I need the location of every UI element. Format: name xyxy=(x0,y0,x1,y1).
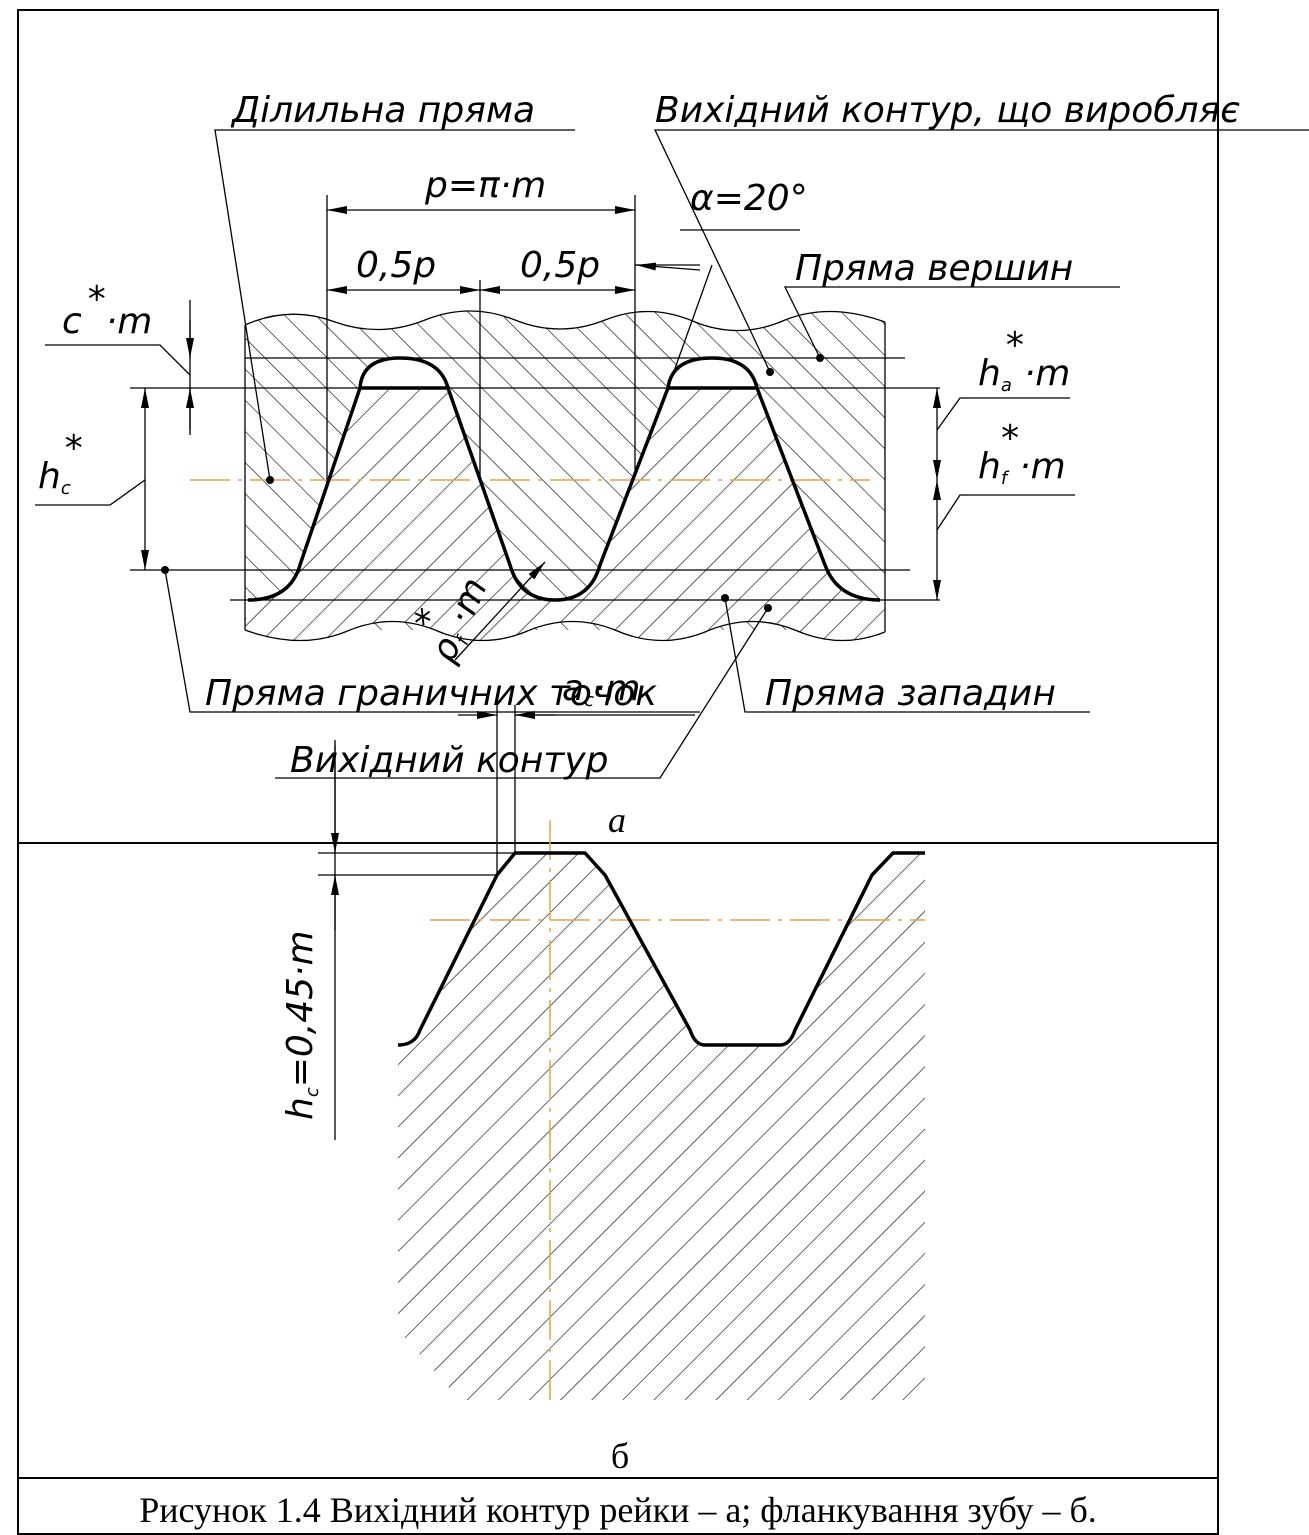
label: ha*·m xyxy=(978,325,1070,396)
label: Ділильна пряма xyxy=(230,90,535,131)
label: hc=0,45·m xyxy=(280,930,323,1120)
label: Пряма граничних точок xyxy=(205,673,657,714)
frame xyxy=(17,9,1219,1535)
hatch-teeth-lines xyxy=(245,388,885,641)
label: p=π·m xyxy=(424,165,546,206)
profile xyxy=(397,851,925,1047)
label: c*·m xyxy=(62,279,152,342)
panel-label: б xyxy=(611,1436,629,1476)
dimensions xyxy=(141,206,941,661)
label: 0,5p xyxy=(356,245,436,286)
label: α=20° xyxy=(690,178,808,219)
caption: Рисунок 1.4 Вихідний контур рейки – а; ф… xyxy=(139,1490,1097,1530)
label: Пряма западин xyxy=(765,673,1056,714)
label: Пряма вершин xyxy=(795,248,1073,289)
label: 0,5p xyxy=(520,245,600,286)
label: Вихідний контур xyxy=(290,740,609,781)
leaders xyxy=(35,129,1309,779)
hatch xyxy=(398,853,925,1400)
panel-b: ac·m hc=0,45·m б xyxy=(280,668,925,1476)
profile xyxy=(247,356,881,602)
edges xyxy=(130,195,940,642)
panel-label: а xyxy=(608,800,626,840)
dimensions xyxy=(331,711,555,930)
label: hc* xyxy=(38,428,83,499)
label: ac·m xyxy=(562,668,640,711)
label: hf*·m xyxy=(978,418,1066,489)
label: Вихідний контур, що виробляє xyxy=(655,90,1240,131)
leader-dots xyxy=(161,354,824,612)
panel-a: Ділильна пряма Вихідний контур, що вироб… xyxy=(35,90,1309,840)
